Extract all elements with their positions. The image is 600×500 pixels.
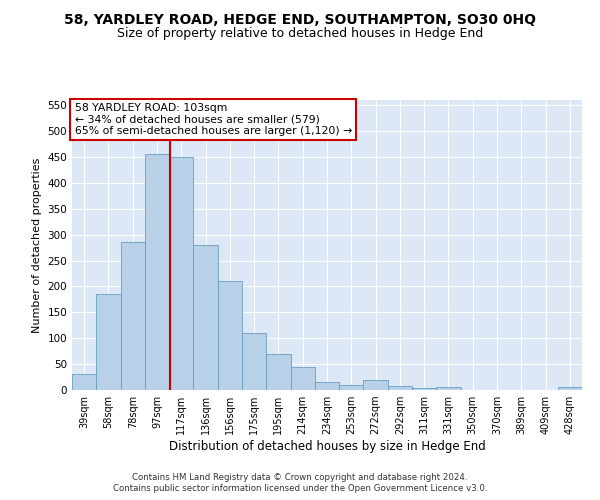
Bar [193, 245, 218, 390]
Bar [121, 242, 145, 390]
Bar [242, 333, 266, 390]
Text: 58, YARDLEY ROAD, HEDGE END, SOUTHAMPTON, SO30 0HQ: 58, YARDLEY ROAD, HEDGE END, SOUTHAMPTON… [64, 12, 536, 26]
Bar [72, 374, 96, 390]
Bar [315, 382, 339, 390]
Bar [218, 281, 242, 390]
Bar [290, 366, 315, 390]
Text: Contains HM Land Registry data © Crown copyright and database right 2024.: Contains HM Land Registry data © Crown c… [132, 472, 468, 482]
Text: Size of property relative to detached houses in Hedge End: Size of property relative to detached ho… [117, 28, 483, 40]
Bar [558, 388, 582, 390]
Y-axis label: Number of detached properties: Number of detached properties [32, 158, 42, 332]
X-axis label: Distribution of detached houses by size in Hedge End: Distribution of detached houses by size … [169, 440, 485, 453]
Bar [96, 294, 121, 390]
Bar [436, 387, 461, 390]
Bar [412, 388, 436, 390]
Bar [388, 386, 412, 390]
Bar [339, 385, 364, 390]
Bar [364, 380, 388, 390]
Bar [266, 354, 290, 390]
Text: 58 YARDLEY ROAD: 103sqm
← 34% of detached houses are smaller (579)
65% of semi-d: 58 YARDLEY ROAD: 103sqm ← 34% of detache… [74, 103, 352, 136]
Bar [145, 154, 169, 390]
Bar [169, 157, 193, 390]
Text: Contains public sector information licensed under the Open Government Licence v3: Contains public sector information licen… [113, 484, 487, 493]
